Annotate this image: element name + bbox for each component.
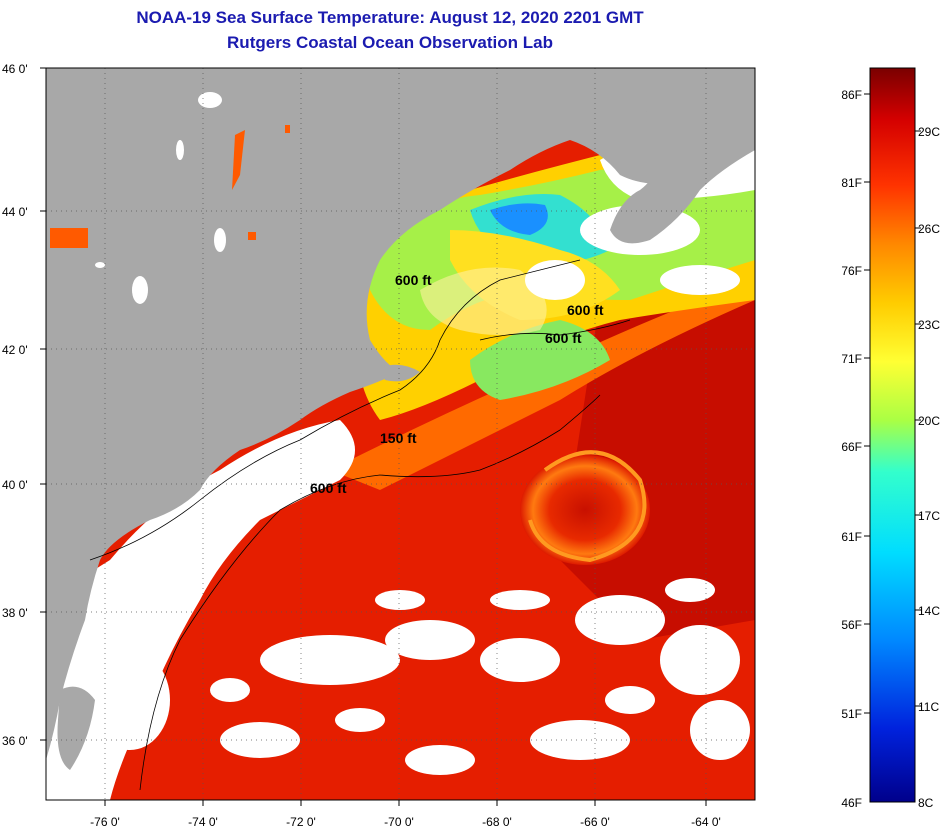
colorbar-f-label: 66F bbox=[841, 440, 862, 454]
contour-label-600ft-gom: 600 ft bbox=[395, 272, 432, 288]
colorbar-fahrenheit-labels: 86F 81F 76F 71F 66F 61F 56F 51F 46F bbox=[841, 88, 862, 810]
axis-ticks bbox=[40, 67, 707, 806]
eddy-filament bbox=[528, 450, 647, 563]
land-cape-cod bbox=[380, 364, 420, 382]
colorbar-c-label: 26C bbox=[918, 222, 940, 236]
map-subtitle: Rutgers Coastal Ocean Observation Lab bbox=[227, 33, 553, 52]
colorbar-f-label: 86F bbox=[841, 88, 862, 102]
colorbar-f-label: 76F bbox=[841, 264, 862, 278]
lon-tick-label: -72 0' bbox=[286, 815, 316, 829]
colorbar-f-label: 46F bbox=[841, 796, 862, 810]
contour-600ft-south bbox=[139, 394, 601, 791]
lat-tick-label: 44 0' bbox=[2, 205, 28, 219]
contour-shelf-line bbox=[89, 259, 581, 561]
lat-tick-label: 42 0' bbox=[2, 343, 28, 357]
land-mass-nova-scotia bbox=[590, 95, 755, 244]
colorbar-celsius-labels: 29C 26C 23C 20C 17C 14C 11C 8C bbox=[918, 125, 940, 810]
lon-tick-label: -74 0' bbox=[188, 815, 218, 829]
colorbar-f-label: 56F bbox=[841, 618, 862, 632]
coastal-cold-blue bbox=[490, 203, 548, 235]
colorbar-f-label: 51F bbox=[841, 707, 862, 721]
colorbar-f-label: 81F bbox=[841, 176, 862, 190]
colorbar-c-label: 14C bbox=[918, 604, 940, 618]
lon-tick-label: -66 0' bbox=[580, 815, 610, 829]
georges-bank-green bbox=[470, 320, 610, 400]
contour-label-600ft-georges: 600 ft bbox=[545, 330, 582, 346]
temperature-colorbar bbox=[869, 67, 916, 803]
colorbar-c-label: 8C bbox=[918, 796, 934, 810]
lon-tick-label: -68 0' bbox=[482, 815, 512, 829]
contour-label-600ft-ne: 600 ft bbox=[567, 302, 604, 318]
lat-tick-label: 38 0' bbox=[2, 606, 28, 620]
map-gridlines bbox=[46, 68, 755, 800]
georges-bank-cloud bbox=[420, 267, 547, 335]
colorbar-f-label: 71F bbox=[841, 352, 862, 366]
colorbar-c-label: 17C bbox=[918, 509, 940, 523]
land-outer-banks bbox=[57, 686, 95, 770]
colorbar-ticks bbox=[864, 93, 921, 714]
colorbar-c-label: 11C bbox=[918, 700, 939, 714]
colorbar-c-label: 29C bbox=[918, 125, 940, 139]
warm-core-eddy bbox=[520, 455, 650, 565]
colorbar-c-label: 23C bbox=[918, 318, 940, 332]
lon-tick-label: -70 0' bbox=[384, 815, 414, 829]
southern-cloud-patches bbox=[90, 578, 750, 775]
colorbar-f-label: 61F bbox=[841, 530, 862, 544]
lon-tick-label: -64 0' bbox=[691, 815, 721, 829]
inland-warm-lakes bbox=[50, 125, 290, 248]
colorbar-c-label: 20C bbox=[918, 414, 940, 428]
inland-lakes bbox=[95, 92, 226, 304]
lat-tick-label: 36 0' bbox=[2, 734, 28, 748]
map-frame bbox=[45, 67, 756, 801]
lat-tick-label: 46 0' bbox=[2, 62, 28, 76]
contour-600ft-georges bbox=[479, 319, 631, 341]
lon-tick-label: -76 0' bbox=[90, 815, 120, 829]
contour-label-150ft: 150 ft bbox=[380, 430, 417, 446]
lat-tick-label: 40 0' bbox=[2, 478, 28, 492]
map-title: NOAA-19 Sea Surface Temperature: August … bbox=[136, 8, 644, 27]
contour-label-600ft-south: 600 ft bbox=[310, 480, 347, 496]
map-panel: 600 ft 600 ft 600 ft 150 ft 600 ft bbox=[46, 68, 755, 800]
